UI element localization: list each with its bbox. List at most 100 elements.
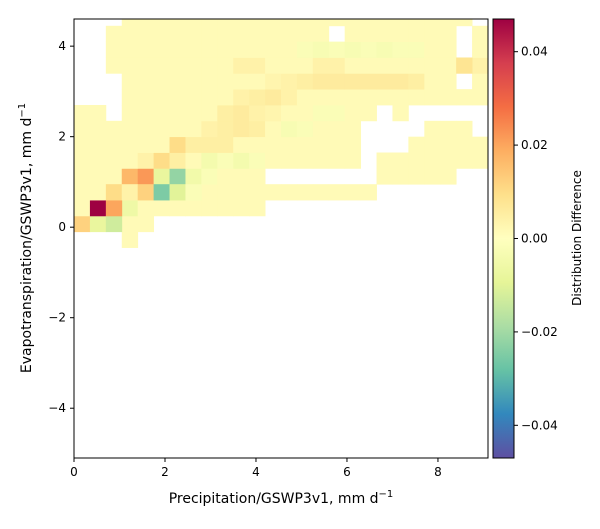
heatmap-cell bbox=[105, 184, 123, 201]
heatmap-cell bbox=[456, 120, 473, 138]
colorbar-tick-label: 0.02 bbox=[521, 138, 548, 152]
heatmap-cell bbox=[233, 168, 250, 185]
heatmap-cell bbox=[328, 120, 346, 138]
heatmap-cell bbox=[74, 104, 91, 122]
heatmap-cell bbox=[328, 19, 346, 27]
heatmap-cell bbox=[440, 120, 457, 138]
heatmap-cell bbox=[137, 215, 155, 233]
heatmap-cell bbox=[105, 41, 123, 58]
y-axis-label: Evapotranspiration/GSWP3v1, mm d−1 bbox=[17, 103, 35, 373]
heatmap-cell bbox=[137, 120, 155, 138]
heatmap-cell bbox=[472, 73, 488, 90]
heatmap-cell bbox=[312, 152, 330, 169]
heatmap-cell bbox=[249, 136, 266, 153]
heatmap-cell bbox=[169, 104, 186, 122]
heatmap-cell bbox=[312, 184, 330, 201]
heatmap-cell bbox=[408, 19, 425, 27]
heatmap-cell bbox=[201, 104, 218, 122]
heatmap-cell bbox=[137, 41, 155, 58]
heatmap-cell bbox=[185, 184, 202, 201]
heatmap-cell bbox=[424, 120, 441, 138]
heatmap-cell bbox=[233, 104, 250, 122]
heatmap-cell bbox=[153, 25, 170, 43]
heatmap-cell bbox=[392, 89, 409, 106]
heatmap-cell bbox=[376, 25, 393, 43]
heatmap-cell bbox=[296, 136, 314, 153]
heatmap-cell bbox=[456, 89, 473, 106]
heatmap-cell bbox=[392, 25, 409, 43]
heatmap-cell bbox=[296, 41, 314, 58]
heatmap-cell bbox=[169, 73, 186, 90]
heatmap-cell bbox=[137, 104, 155, 122]
heatmap-cell bbox=[74, 120, 91, 138]
x-tick-label: 0 bbox=[70, 465, 78, 479]
heatmap-cell bbox=[328, 41, 346, 58]
heatmap-cell bbox=[344, 104, 362, 122]
heatmap-cell bbox=[265, 57, 282, 74]
heatmap-cell bbox=[153, 152, 170, 169]
heatmap-cell bbox=[89, 104, 107, 122]
heatmap-cell bbox=[344, 73, 362, 90]
heatmap-cell bbox=[233, 73, 250, 90]
heatmap-cell bbox=[281, 136, 298, 153]
heatmap-cell bbox=[153, 168, 170, 185]
heatmap-cell bbox=[185, 73, 202, 90]
heatmap-cell bbox=[408, 25, 425, 43]
heatmap-cell bbox=[249, 57, 266, 74]
heatmap-cell bbox=[201, 57, 218, 74]
heatmap-cell bbox=[408, 57, 425, 74]
heatmap-cell bbox=[265, 184, 282, 201]
heatmap-cell bbox=[121, 136, 139, 153]
heatmap-cell bbox=[122, 0, 138, 10]
heatmap-cell bbox=[472, 89, 488, 106]
heatmap-cell bbox=[233, 0, 249, 10]
heatmap-cell bbox=[233, 25, 250, 43]
heatmap-cell bbox=[121, 231, 139, 248]
heatmap-cell bbox=[281, 19, 298, 27]
heatmap-cell bbox=[105, 25, 123, 43]
heatmap-cell bbox=[312, 104, 330, 122]
heatmap-cell bbox=[312, 57, 330, 74]
heatmap-cell bbox=[265, 73, 282, 90]
heatmap-cell bbox=[217, 184, 234, 201]
heatmap-cell bbox=[472, 25, 488, 43]
x-tick-label: 6 bbox=[343, 465, 351, 479]
heatmap-cell bbox=[105, 200, 123, 217]
heatmap-cell bbox=[265, 120, 282, 138]
heatmap-cell bbox=[440, 89, 457, 106]
heatmap-cell bbox=[328, 104, 346, 122]
heatmap-cell bbox=[170, 0, 186, 10]
x-tick-label: 2 bbox=[161, 465, 169, 479]
heatmap-cell bbox=[233, 41, 250, 58]
heatmap-cell bbox=[137, 184, 155, 201]
colorbar-ticks: −0.04 −0.02 0.00 0.02 0.04 bbox=[514, 45, 558, 432]
heatmap-cell bbox=[217, 19, 234, 27]
heatmap-cell bbox=[376, 168, 393, 185]
heatmap-cell bbox=[89, 136, 107, 153]
x-tick-label: 4 bbox=[252, 465, 260, 479]
heatmap-cell bbox=[169, 89, 186, 106]
heatmap-cell bbox=[344, 152, 362, 169]
heatmap-cell bbox=[440, 168, 457, 185]
heatmap-cell bbox=[74, 200, 91, 217]
heatmap-cell bbox=[361, 0, 377, 10]
heatmap-cell bbox=[249, 25, 266, 43]
heatmap-cell bbox=[376, 19, 393, 27]
heatmap-cell bbox=[217, 200, 234, 217]
x-axis-label-exponent: −1 bbox=[379, 489, 394, 500]
heatmap-cell bbox=[185, 0, 201, 10]
heatmap-cell bbox=[249, 73, 266, 90]
heatmap-cell bbox=[169, 41, 186, 58]
heatmap-cell bbox=[312, 41, 330, 58]
heatmap-cell bbox=[121, 152, 139, 169]
heatmap-cell bbox=[408, 41, 425, 58]
heatmap-cell bbox=[265, 25, 282, 43]
heatmap-cell bbox=[345, 0, 361, 10]
heatmap-cell bbox=[265, 0, 281, 10]
heatmap-cell bbox=[169, 19, 186, 27]
heatmap-cell bbox=[201, 120, 218, 138]
heatmap-cell bbox=[440, 136, 457, 153]
heatmap-cell bbox=[472, 41, 488, 58]
heatmap-cell bbox=[74, 184, 91, 201]
heatmap-cell bbox=[233, 152, 250, 169]
